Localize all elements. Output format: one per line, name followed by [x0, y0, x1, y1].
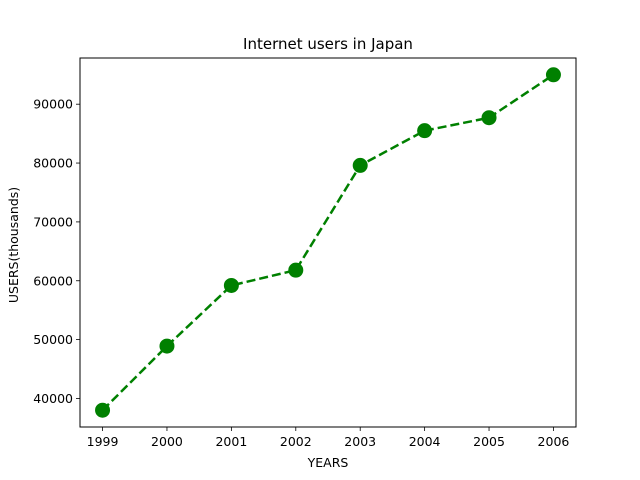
x-tick-label: 2001 — [215, 434, 247, 449]
data-point — [545, 67, 561, 83]
data-point — [95, 402, 111, 418]
x-tick-label: 2000 — [151, 434, 183, 449]
plot-area: 1999 2000 2001 2002 2003 2004 2005 2006 40000 500… — [33, 57, 577, 449]
y-axis-label: USERS(thousands) — [6, 187, 21, 303]
data-point — [159, 338, 175, 354]
data-point — [288, 262, 304, 278]
x-axis-label: YEARS — [307, 455, 349, 470]
y-tick-label: 90000 — [33, 97, 73, 112]
chart-title: Internet users in Japan — [243, 35, 413, 53]
x-tick-label: 2005 — [473, 434, 505, 449]
y-tick-label: 50000 — [33, 332, 73, 347]
y-tick-label: 60000 — [33, 273, 73, 288]
axes-frame — [79, 57, 577, 428]
x-tick-label: 1999 — [87, 434, 119, 449]
data-point — [223, 277, 239, 293]
x-tick-label: 2006 — [538, 434, 570, 449]
x-tick-label: 2002 — [280, 434, 312, 449]
series-line — [101, 73, 555, 412]
x-tick-label: 2003 — [344, 434, 376, 449]
y-tick-label: 70000 — [33, 214, 73, 229]
x-tick-label: 2004 — [409, 434, 441, 449]
y-tick-label: 80000 — [33, 156, 73, 171]
y-tick-label: 40000 — [33, 391, 73, 406]
data-point — [417, 123, 433, 139]
data-point — [352, 157, 368, 173]
data-point — [481, 110, 497, 126]
